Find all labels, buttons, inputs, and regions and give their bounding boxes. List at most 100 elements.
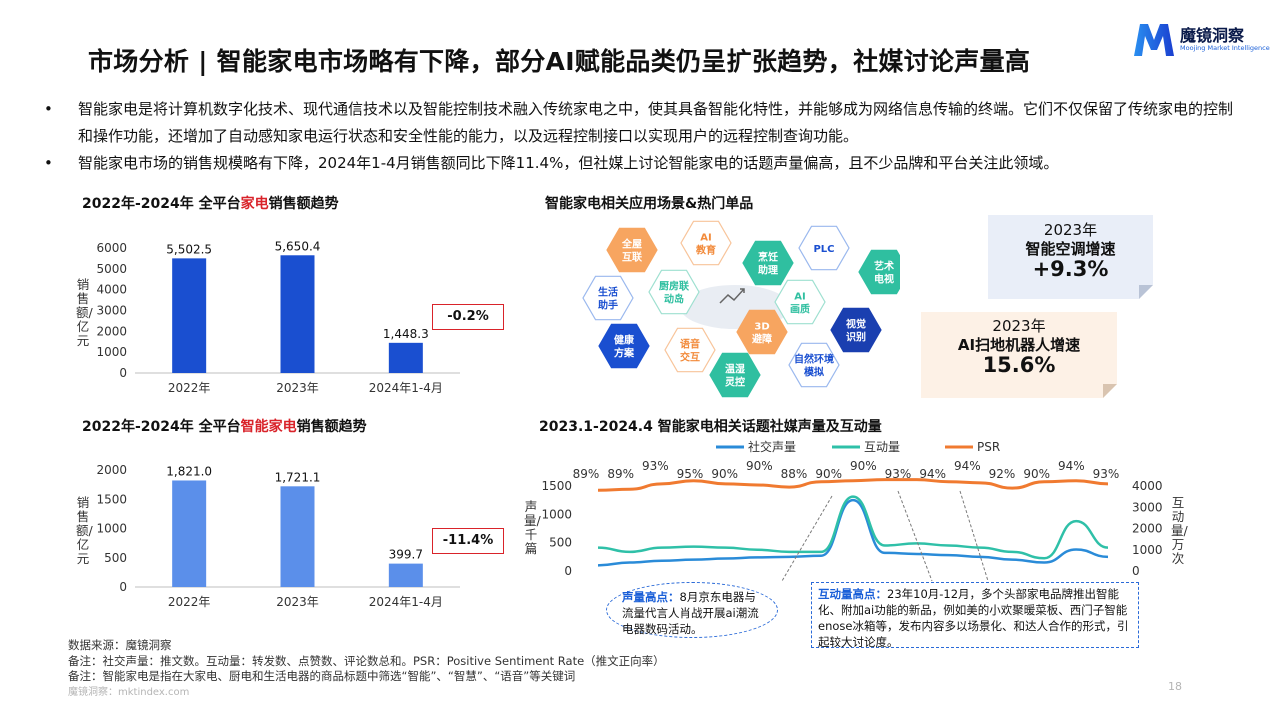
bar — [388, 563, 423, 587]
logo-icon — [1134, 24, 1174, 56]
card-bg-shape — [988, 215, 1153, 299]
scene-hexagon — [648, 269, 700, 315]
growth-card-ac: 2023年 智能空调增速 +9.3% — [988, 215, 1153, 299]
callout-text: 8月京东电器与流量代言人肖战开展ai潮流电器数码活动。 — [622, 590, 759, 636]
card-bg-shape — [921, 312, 1117, 398]
y-tick-label: 4000 — [96, 283, 127, 297]
y-right-tick-label: 4000 — [1132, 479, 1163, 493]
logo-text: 魔镜洞察 — [1180, 26, 1245, 45]
callout-arrow — [897, 490, 933, 582]
bar — [280, 255, 315, 373]
bullet-text: 智能家电市场的销售规模略有下降，2024年1-4月销售额同比下降11.4%，但社… — [78, 154, 1059, 172]
trend-chart-icon — [719, 288, 745, 304]
psr-label: 90% — [815, 467, 842, 481]
chart2-title: 2022年-2024年 全平台智能家电销售额趋势 — [82, 419, 367, 435]
y-tick-label: 1500 — [96, 492, 127, 506]
scene-label: 助手 — [598, 299, 618, 312]
social-volume-chart: 社交声量 互动量 PSR 0 500 1000 1500 0 1000 2000 3000 4000 8… — [541, 439, 1163, 582]
psr-label: 90% — [1023, 467, 1050, 481]
scene-label: 艺术 — [874, 260, 894, 273]
y-tick-label: 6000 — [96, 241, 127, 255]
intro-bullets: • 智能家电是将计算机数字化技术、现代通信技术以及智能控制技术融入传统家电之中，… — [44, 96, 1244, 177]
bar-value-label: 1,821.0 — [166, 464, 212, 478]
growth-card-robot: 2023年 AI扫地机器人增速 15.6% — [921, 312, 1117, 398]
psr-label: 93% — [642, 459, 669, 473]
y-left-tick-label: 1000 — [541, 507, 572, 521]
chart2-change-badge: -11.4% — [432, 528, 504, 554]
bar-value-label: 5,650.4 — [275, 239, 321, 253]
scene-label: 厨房联 — [659, 280, 689, 293]
card-year: 2023年 — [992, 317, 1046, 335]
scene-label: PLC — [813, 244, 834, 255]
scene-hexagon — [830, 307, 882, 353]
psr-label: 94% — [919, 467, 946, 481]
chart1-title: 2022年-2024年 全平台家电销售额趋势 — [82, 196, 339, 212]
legend-label: 社交声量 — [748, 439, 796, 454]
bar-value-label: 399.7 — [389, 548, 423, 562]
scene-label: 3D — [754, 322, 769, 333]
psr-label: 90% — [711, 467, 738, 481]
scene-label: 电视 — [874, 273, 894, 286]
scene-label: 视觉 — [846, 318, 866, 331]
bar — [172, 480, 207, 587]
bar-value-label: 1,721.1 — [275, 470, 321, 484]
series-line-0 — [597, 498, 1109, 567]
scene-label: 助理 — [758, 264, 778, 277]
bar-value-label: 1,448.3 — [383, 327, 429, 341]
scene-label: 烹饪 — [758, 251, 778, 264]
x-tick-label: 2022年 — [168, 595, 211, 609]
scene-label: 动岛 — [664, 293, 684, 306]
y-left-tick-label: 0 — [564, 564, 572, 578]
y-right-tick-label: 1000 — [1132, 543, 1163, 557]
y-right-tick-label: 2000 — [1132, 522, 1163, 536]
logo-subtitle: Moojing Market Intelligence — [1180, 44, 1270, 52]
social-left-axis-label: 声量/千篇 — [524, 499, 541, 556]
scene-hexagon — [606, 227, 658, 273]
scene-label: 画质 — [790, 303, 810, 316]
y-right-tick-label: 3000 — [1132, 500, 1163, 514]
scene-label: AI — [700, 233, 711, 244]
scene-hexagon — [774, 279, 826, 325]
legend-label: PSR — [977, 440, 1000, 454]
scene-label: 全屋 — [621, 238, 642, 251]
bullet-dot-icon: • — [44, 100, 53, 118]
scene-label: 语音 — [680, 338, 700, 351]
social-chart-title: 2023.1-2024.4 智能家电相关话题社媒声量及互动量 — [539, 419, 882, 435]
callout-arrow — [781, 495, 833, 582]
y-tick-label: 5000 — [96, 262, 127, 276]
y-tick-label: 3000 — [96, 304, 127, 318]
social-right-axis-label: 互动量/万次 — [1171, 495, 1188, 566]
series-line-2 — [597, 478, 1109, 492]
interaction-peak-callout: 互动量高点：23年10月-12月，多个头部家电品牌推出智能化、附加ai功能的新品… — [811, 582, 1139, 649]
volume-peak-callout: 声量高点：8月京东电器与流量代言人肖战开展ai潮流电器数码活动。 — [606, 582, 778, 638]
card-label: AI扫地机器人增速 — [957, 336, 1081, 354]
scene-hexagon — [736, 309, 788, 355]
psr-label: 94% — [1058, 459, 1085, 473]
bar — [172, 258, 207, 373]
y-left-tick-label: 1500 — [541, 479, 572, 493]
bullet-item: • 智能家电是将计算机数字化技术、现代通信技术以及智能控制技术融入传统家电之中，… — [44, 96, 1244, 150]
psr-label: 89% — [607, 467, 634, 481]
chart1-change-badge: -0.2% — [432, 304, 504, 330]
scenes-title: 智能家电相关应用场景&热门单品 — [545, 196, 754, 212]
scene-label: 教育 — [695, 244, 716, 257]
chart1-y-axis-label: 销售额/亿元 — [76, 277, 93, 348]
scene-label: 温湿 — [725, 363, 745, 376]
y-right-tick-label: 0 — [1132, 564, 1140, 578]
scene-label: 模拟 — [804, 366, 824, 379]
scene-label: 灵控 — [725, 376, 745, 389]
psr-label: 92% — [989, 467, 1016, 481]
footer-site: 魔镜洞察：mktindex.com — [68, 687, 190, 698]
legend-label: 互动量 — [864, 440, 900, 454]
footer-note-1: 备注：社交声量：推文数。互动量：转发数、点赞数、评论数总和。PSR：Positi… — [68, 654, 665, 668]
y-tick-label: 1000 — [96, 345, 127, 359]
y-left-tick-label: 500 — [549, 536, 572, 550]
card-year: 2023年 — [1043, 221, 1098, 239]
bar-value-label: 5,502.5 — [166, 242, 212, 256]
scene-hexagon — [582, 275, 634, 321]
y-tick-label: 2000 — [96, 463, 127, 477]
scene-label: 互联 — [622, 251, 642, 264]
scene-label: 自然环境 — [794, 353, 834, 366]
scene-label: 健康 — [614, 334, 635, 347]
